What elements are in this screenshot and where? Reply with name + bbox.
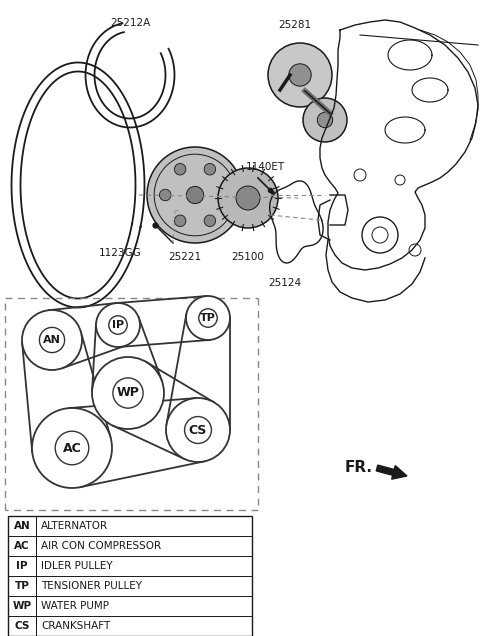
Circle shape	[55, 431, 89, 465]
Circle shape	[147, 147, 243, 243]
Circle shape	[159, 190, 171, 201]
Text: WP: WP	[12, 601, 32, 611]
Bar	[8, 516, 252, 636]
Text: IP: IP	[16, 561, 28, 571]
Circle shape	[22, 310, 82, 370]
Text: CS: CS	[189, 424, 207, 436]
Circle shape	[109, 315, 127, 335]
Text: AN: AN	[43, 335, 61, 345]
Text: 25212A: 25212A	[110, 18, 150, 28]
Text: ALTERNATOR: ALTERNATOR	[41, 521, 108, 531]
Text: 1123GG: 1123GG	[98, 248, 142, 258]
Circle shape	[174, 215, 186, 226]
Text: AC: AC	[14, 541, 30, 551]
Text: WATER PUMP: WATER PUMP	[41, 601, 109, 611]
Text: 1140ET: 1140ET	[245, 162, 285, 172]
Circle shape	[204, 215, 216, 226]
Circle shape	[39, 328, 65, 352]
Text: TP: TP	[200, 313, 216, 323]
Text: AN: AN	[13, 521, 30, 531]
Circle shape	[166, 398, 230, 462]
Text: IP: IP	[112, 320, 124, 330]
Text: AC: AC	[62, 441, 82, 455]
Circle shape	[186, 296, 230, 340]
Circle shape	[32, 408, 112, 488]
Circle shape	[218, 168, 278, 228]
Text: IDLER PULLEY: IDLER PULLEY	[41, 561, 113, 571]
Circle shape	[219, 190, 230, 201]
Circle shape	[199, 308, 217, 328]
Text: FR.: FR.	[345, 460, 373, 476]
Text: 25100: 25100	[231, 252, 264, 262]
FancyArrow shape	[376, 465, 407, 479]
Circle shape	[268, 43, 332, 107]
Circle shape	[236, 186, 260, 210]
Text: WP: WP	[117, 387, 139, 399]
Text: CS: CS	[14, 621, 30, 631]
Circle shape	[204, 163, 216, 175]
Circle shape	[186, 186, 204, 204]
Text: AIR CON COMPRESSOR: AIR CON COMPRESSOR	[41, 541, 161, 551]
Circle shape	[96, 303, 140, 347]
Text: 25281: 25281	[278, 20, 312, 30]
Text: 25124: 25124	[268, 278, 301, 288]
Text: TP: TP	[14, 581, 29, 591]
Circle shape	[317, 113, 333, 128]
Text: CRANKSHAFT: CRANKSHAFT	[41, 621, 110, 631]
Circle shape	[184, 417, 211, 443]
Text: 25221: 25221	[168, 252, 202, 262]
Circle shape	[303, 98, 347, 142]
Circle shape	[113, 378, 143, 408]
Circle shape	[289, 64, 311, 86]
Circle shape	[92, 357, 164, 429]
Circle shape	[174, 163, 186, 175]
Text: TENSIONER PULLEY: TENSIONER PULLEY	[41, 581, 142, 591]
